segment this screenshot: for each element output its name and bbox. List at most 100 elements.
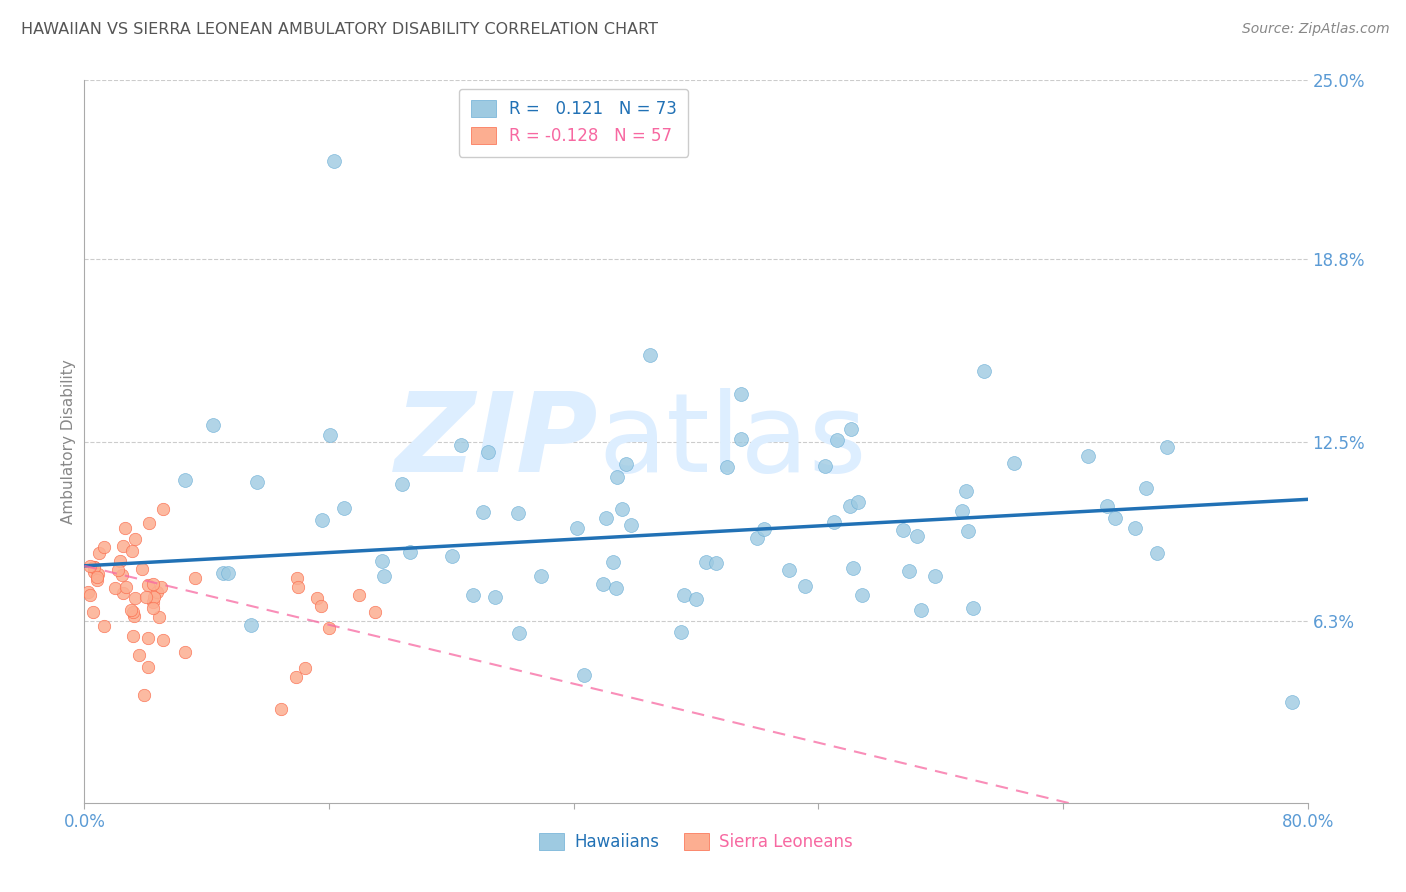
Point xyxy=(122,609,145,624)
Point xyxy=(371,554,394,568)
Point xyxy=(530,569,553,583)
Point xyxy=(347,588,370,602)
Point xyxy=(131,561,153,575)
Point xyxy=(318,621,340,635)
Point xyxy=(955,484,977,499)
Point xyxy=(142,600,165,615)
Point xyxy=(152,632,174,647)
Point xyxy=(240,618,263,632)
Point xyxy=(270,701,292,715)
Point xyxy=(814,459,837,474)
Point xyxy=(730,432,752,446)
Point xyxy=(201,417,224,432)
Point xyxy=(602,555,624,569)
Point xyxy=(1077,450,1099,464)
Point xyxy=(484,590,506,604)
Point xyxy=(851,588,873,602)
Point xyxy=(294,661,316,675)
Point xyxy=(319,428,342,442)
Point xyxy=(174,645,197,659)
Point xyxy=(606,470,628,484)
Point xyxy=(79,559,101,574)
Point xyxy=(138,516,160,530)
Point xyxy=(398,545,420,559)
Point xyxy=(950,504,973,518)
Point xyxy=(440,549,463,563)
Point xyxy=(1095,500,1118,514)
Point xyxy=(83,560,105,574)
Point xyxy=(246,475,269,490)
Point xyxy=(704,556,727,570)
Point xyxy=(285,670,308,684)
Point xyxy=(322,154,344,169)
Point xyxy=(1281,695,1303,709)
Point xyxy=(846,495,869,509)
Point xyxy=(79,588,101,602)
Point xyxy=(1135,481,1157,495)
Point xyxy=(108,554,131,568)
Legend: Hawaiians, Sierra Leoneans: Hawaiians, Sierra Leoneans xyxy=(530,825,862,860)
Point xyxy=(86,570,108,584)
Point xyxy=(311,599,333,613)
Point xyxy=(565,521,588,535)
Point xyxy=(605,581,627,595)
Point xyxy=(924,569,946,583)
Point xyxy=(212,566,235,581)
Point xyxy=(373,569,395,583)
Point xyxy=(595,511,617,525)
Point xyxy=(891,523,914,537)
Point xyxy=(311,513,333,527)
Point xyxy=(122,629,145,643)
Point xyxy=(620,518,643,533)
Point xyxy=(146,585,169,599)
Point xyxy=(745,531,768,545)
Point xyxy=(82,605,104,619)
Point xyxy=(842,560,865,574)
Point xyxy=(150,580,173,594)
Point xyxy=(685,592,707,607)
Point xyxy=(825,433,848,447)
Point xyxy=(638,348,661,362)
Point xyxy=(450,438,472,452)
Point xyxy=(1002,456,1025,470)
Point xyxy=(122,605,145,619)
Point xyxy=(135,590,157,604)
Point xyxy=(136,577,159,591)
Point xyxy=(83,559,105,574)
Point xyxy=(898,564,921,578)
Point xyxy=(142,595,165,609)
Point xyxy=(124,591,146,605)
Point xyxy=(114,521,136,535)
Point xyxy=(730,386,752,401)
Text: atlas: atlas xyxy=(598,388,866,495)
Point xyxy=(973,364,995,378)
Text: ZIP: ZIP xyxy=(395,388,598,495)
Point xyxy=(307,591,329,605)
Point xyxy=(962,600,984,615)
Point xyxy=(128,648,150,662)
Point xyxy=(1156,440,1178,454)
Point xyxy=(332,500,354,515)
Point xyxy=(136,632,159,646)
Point xyxy=(217,566,239,580)
Point xyxy=(83,565,105,579)
Point xyxy=(148,609,170,624)
Point xyxy=(778,563,800,577)
Point xyxy=(77,585,100,599)
Text: Source: ZipAtlas.com: Source: ZipAtlas.com xyxy=(1241,22,1389,37)
Point xyxy=(1123,521,1146,535)
Point xyxy=(838,500,860,514)
Point xyxy=(287,581,309,595)
Point xyxy=(152,502,174,516)
Point xyxy=(87,546,110,560)
Point xyxy=(793,579,815,593)
Point xyxy=(143,590,166,604)
Point xyxy=(508,506,530,520)
Point xyxy=(87,567,110,582)
Point xyxy=(905,528,928,542)
Point xyxy=(120,603,142,617)
Point xyxy=(142,577,165,591)
Point xyxy=(104,581,127,595)
Point xyxy=(956,524,979,538)
Point xyxy=(695,555,717,569)
